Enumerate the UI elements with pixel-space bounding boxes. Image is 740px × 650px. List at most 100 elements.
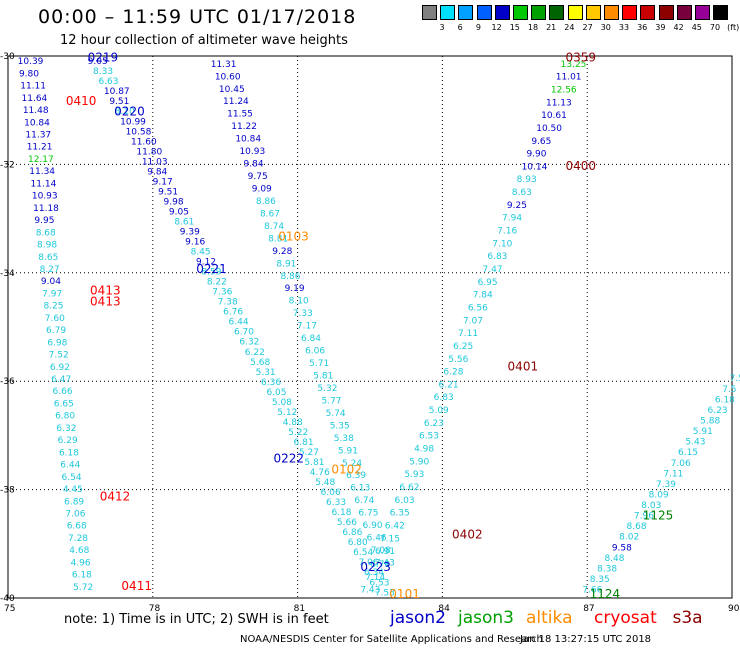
wave-height-value: 10.87: [104, 87, 130, 97]
wave-height-value: 5.24: [342, 459, 362, 469]
wave-height-value: 4.76: [310, 468, 330, 478]
wave-height-value: 7.10: [492, 239, 512, 249]
wave-height-value: 6.44: [60, 461, 80, 471]
wave-height-value: 11.01: [556, 73, 582, 83]
wave-height-value: 5.35: [330, 421, 350, 431]
wave-height-value: 6.18: [72, 571, 92, 581]
wave-height-value: 11.21: [27, 143, 53, 153]
color-swatch: [604, 5, 619, 20]
wave-height-value: 6.81: [294, 438, 314, 448]
wave-height-value: 7.52: [49, 351, 69, 361]
wave-height-value: 4.45: [63, 485, 83, 495]
color-scale-label: 30: [600, 23, 611, 32]
wave-height-value: 6.18: [715, 395, 735, 405]
wave-height-value: 8.67: [260, 209, 280, 219]
wave-height-value: 10.14: [522, 162, 548, 172]
longitude-label: 75: [4, 604, 15, 614]
wave-height-value: 6.06: [305, 347, 325, 357]
satellite-name: altika: [526, 608, 573, 628]
wave-height-value: 8.38: [597, 564, 617, 574]
wave-height-value: 8.93: [517, 175, 537, 185]
pass-time-label: 0411: [121, 579, 152, 593]
pass-time-label: 0102: [331, 462, 362, 476]
wave-height-value: 6.28: [443, 368, 463, 378]
wave-height-value: 9.39: [180, 228, 200, 238]
wave-height-value: 8.22: [207, 278, 227, 288]
wave-height-value: 6.70: [234, 328, 254, 338]
wave-height-value: 9.17: [153, 177, 173, 187]
color-scale-label: 33: [618, 23, 630, 32]
wave-height-value: 5.09: [429, 406, 449, 416]
wave-height-value: 10.61: [541, 111, 567, 121]
color-scale-label: 39: [655, 23, 666, 32]
wave-height-value: 7.11: [458, 329, 478, 339]
wave-height-value: 7.97: [42, 289, 62, 299]
wave-height-value: 5.32: [317, 384, 337, 394]
wave-height-value: 6.56: [468, 303, 488, 313]
wave-height-value: 10.58: [126, 127, 152, 137]
color-scale-label: 24: [564, 23, 575, 32]
wave-height-value: 6.34: [364, 568, 384, 578]
wave-height-value: 10.45: [219, 85, 245, 95]
wave-height-value: 6.25: [453, 342, 473, 352]
wave-height-value: 8.10: [115, 107, 135, 117]
wave-height-value: 5.74: [326, 409, 346, 419]
wave-height-value: 8.86: [256, 197, 276, 207]
wave-height-value: 5.93: [404, 470, 424, 480]
wave-height-value: 8.27: [40, 265, 60, 275]
pass-time-label: 0220: [114, 105, 145, 119]
latitude-label: -30: [0, 52, 15, 62]
satellite-name: cryosat: [594, 608, 657, 628]
satellite-name: s3a: [672, 608, 703, 628]
wave-height-value: 11.34: [29, 167, 55, 177]
wave-height-value: 8.68: [627, 522, 647, 532]
color-swatch: [549, 5, 565, 20]
wave-height-value: 8.65: [38, 253, 58, 263]
color-swatch: [440, 5, 456, 20]
wave-height-value: 7.66: [582, 586, 602, 596]
pass-time-label: 0412: [100, 489, 131, 503]
color-swatch: [695, 5, 710, 20]
longitude-label: 87: [583, 604, 594, 614]
satellite-name: jason3: [458, 608, 514, 628]
wave-height-value: 7.06: [671, 459, 691, 469]
color-swatch: [567, 5, 583, 20]
color-swatch: [476, 5, 492, 20]
page-title: 00:00 – 11:59 UTC 01/17/2018: [38, 6, 357, 28]
wave-height-value: 5.71: [309, 359, 329, 369]
wave-height-value: 9.51: [109, 97, 129, 107]
wave-height-value: 7.36: [212, 288, 232, 298]
wave-height-value: 6.21: [439, 380, 459, 390]
pass-time-label: 0410: [66, 94, 97, 108]
wave-height-value: 6.75: [358, 509, 378, 519]
wave-height-value: 6.89: [64, 497, 84, 507]
pass-time-label: 1124: [590, 587, 621, 601]
wave-height-value: 6.62: [399, 483, 419, 493]
wave-height-value: 6.83: [487, 252, 507, 262]
wave-height-value: 6.86: [342, 528, 362, 538]
color-scale-label: 6: [457, 23, 463, 32]
wave-height-value: 9.84: [147, 167, 167, 177]
wave-height-value: 11.22: [231, 122, 257, 132]
wave-height-value: 7.06: [359, 558, 379, 568]
wave-height-value: 6.18: [59, 448, 79, 458]
color-scale-label: 27: [582, 23, 593, 32]
latitude-label: -32: [0, 160, 15, 170]
wave-height-value: 6.39: [346, 471, 366, 481]
pass-time-label: 0359: [565, 50, 596, 64]
wave-height-value: 5.48: [315, 478, 335, 488]
wave-height-value: 6.47: [51, 375, 71, 385]
wave-height-value: 7.14: [365, 573, 385, 583]
wave-height-value: 9.05: [169, 207, 189, 217]
color-scale-label: 42: [673, 23, 684, 32]
color-scale-label: 12: [491, 23, 502, 32]
wave-height-value: 8.74: [264, 222, 284, 232]
color-scale-label: 45: [691, 23, 702, 32]
wave-height-value: 6.18: [331, 508, 351, 518]
wave-height-value: 6.29: [58, 436, 78, 446]
color-swatch: [494, 5, 510, 20]
pass-time-label: 0413: [90, 294, 121, 308]
wave-height-value: 5.12: [277, 408, 297, 418]
wave-height-value: 6.80: [348, 538, 368, 548]
wave-height-value: 7.47: [482, 265, 502, 275]
